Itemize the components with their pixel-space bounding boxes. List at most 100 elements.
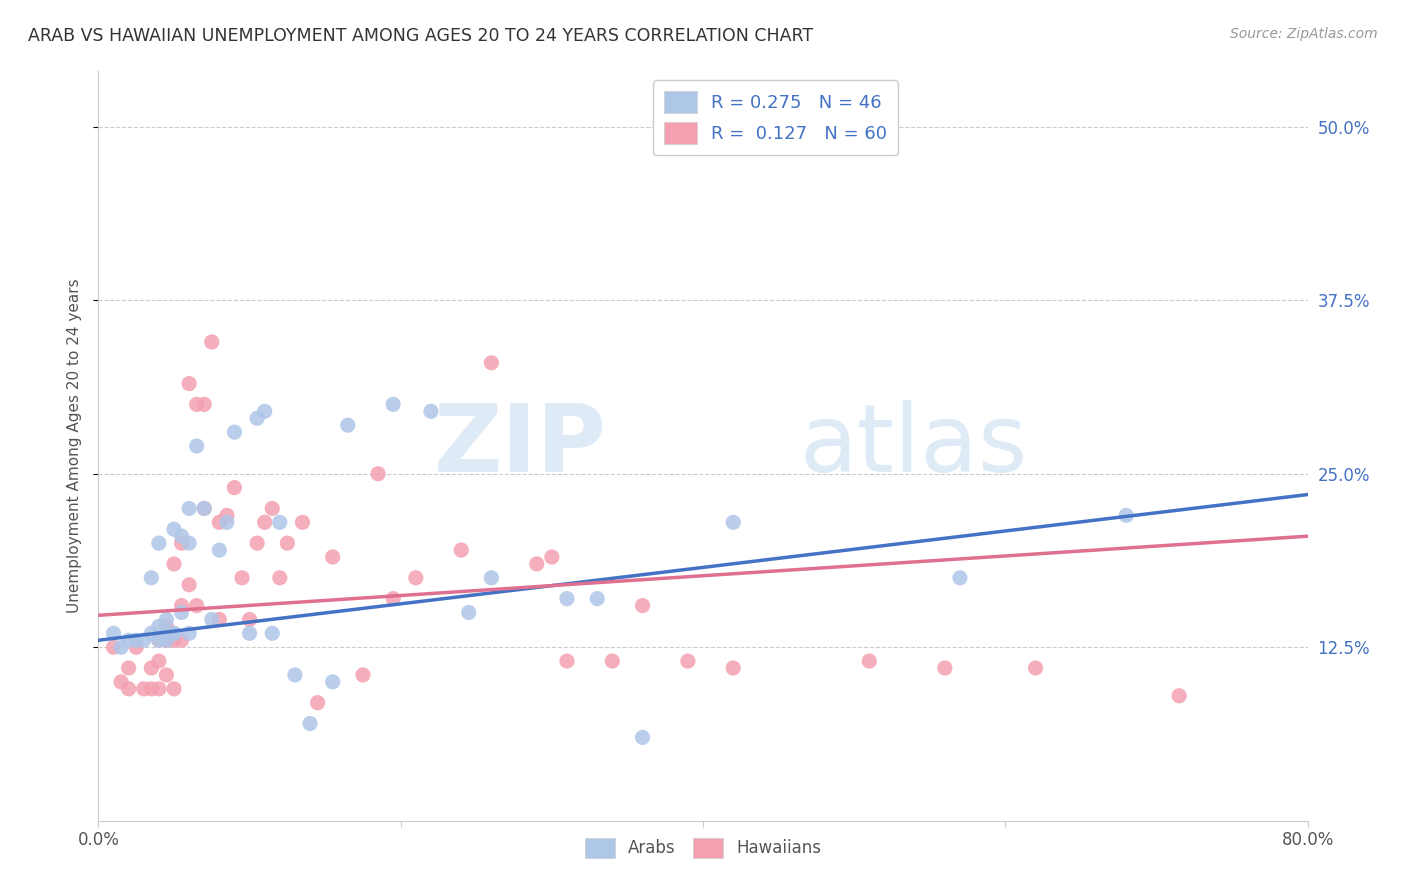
Point: [284, 668, 307, 682]
Point: [420, 404, 443, 418]
Point: [262, 626, 284, 640]
Point: [382, 397, 405, 411]
Point: [170, 599, 193, 613]
Point: [118, 661, 141, 675]
Text: Source: ZipAtlas.com: Source: ZipAtlas.com: [1230, 27, 1378, 41]
Point: [949, 571, 972, 585]
Point: [103, 640, 125, 655]
Point: [405, 571, 427, 585]
Point: [148, 633, 170, 648]
Point: [224, 481, 246, 495]
Point: [179, 376, 201, 391]
Legend: Arabs, Hawaiians: Arabs, Hawaiians: [578, 831, 828, 864]
Point: [141, 626, 163, 640]
Point: [170, 536, 193, 550]
Point: [179, 626, 201, 640]
Point: [170, 633, 193, 648]
Point: [170, 606, 193, 620]
Point: [555, 591, 578, 606]
Point: [132, 633, 155, 648]
Text: atlas: atlas: [800, 400, 1028, 492]
Point: [481, 356, 503, 370]
Point: [631, 599, 654, 613]
Point: [155, 668, 177, 682]
Point: [246, 536, 269, 550]
Point: [253, 404, 276, 418]
Point: [155, 633, 177, 648]
Point: [118, 681, 141, 696]
Point: [193, 397, 215, 411]
Point: [163, 522, 186, 536]
Point: [163, 626, 186, 640]
Point: [155, 633, 177, 648]
Point: [1115, 508, 1137, 523]
Point: [148, 681, 170, 696]
Point: [163, 626, 186, 640]
Point: [208, 543, 231, 558]
Point: [141, 681, 163, 696]
Point: [215, 508, 238, 523]
Y-axis label: Unemployment Among Ages 20 to 24 years: Unemployment Among Ages 20 to 24 years: [67, 278, 83, 614]
Point: [276, 536, 298, 550]
Point: [1168, 689, 1191, 703]
Point: [723, 661, 745, 675]
Point: [382, 591, 405, 606]
Point: [269, 516, 291, 530]
Point: [526, 557, 548, 571]
Point: [352, 668, 374, 682]
Point: [125, 640, 148, 655]
Point: [163, 681, 186, 696]
Point: [148, 654, 170, 668]
Point: [179, 536, 201, 550]
Point: [239, 626, 262, 640]
Point: [201, 334, 224, 349]
Point: [540, 549, 562, 564]
Point: [163, 633, 186, 648]
Point: [148, 536, 170, 550]
Point: [457, 606, 479, 620]
Point: [322, 674, 344, 689]
Point: [336, 418, 359, 433]
Point: [193, 501, 215, 516]
Point: [132, 681, 155, 696]
Point: [858, 654, 880, 668]
Point: [450, 543, 472, 558]
Point: [155, 619, 177, 633]
Point: [291, 516, 314, 530]
Point: [148, 633, 170, 648]
Point: [155, 633, 177, 648]
Point: [1024, 661, 1046, 675]
Point: [201, 612, 224, 626]
Point: [208, 516, 231, 530]
Point: [481, 571, 503, 585]
Point: [768, 120, 790, 134]
Point: [215, 516, 238, 530]
Text: ARAB VS HAWAIIAN UNEMPLOYMENT AMONG AGES 20 TO 24 YEARS CORRELATION CHART: ARAB VS HAWAIIAN UNEMPLOYMENT AMONG AGES…: [28, 27, 813, 45]
Point: [239, 612, 262, 626]
Point: [148, 619, 170, 633]
Point: [110, 640, 132, 655]
Point: [110, 674, 132, 689]
Point: [141, 571, 163, 585]
Point: [307, 696, 329, 710]
Point: [179, 501, 201, 516]
Point: [155, 626, 177, 640]
Point: [253, 516, 276, 530]
Point: [208, 612, 231, 626]
Point: [322, 549, 344, 564]
Point: [179, 578, 201, 592]
Point: [224, 425, 246, 439]
Point: [299, 716, 322, 731]
Point: [246, 411, 269, 425]
Point: [723, 516, 745, 530]
Point: [934, 661, 956, 675]
Point: [103, 626, 125, 640]
Point: [141, 661, 163, 675]
Point: [186, 397, 208, 411]
Point: [586, 591, 609, 606]
Point: [231, 571, 253, 585]
Point: [163, 557, 186, 571]
Point: [155, 612, 177, 626]
Point: [186, 439, 208, 453]
Point: [676, 654, 699, 668]
